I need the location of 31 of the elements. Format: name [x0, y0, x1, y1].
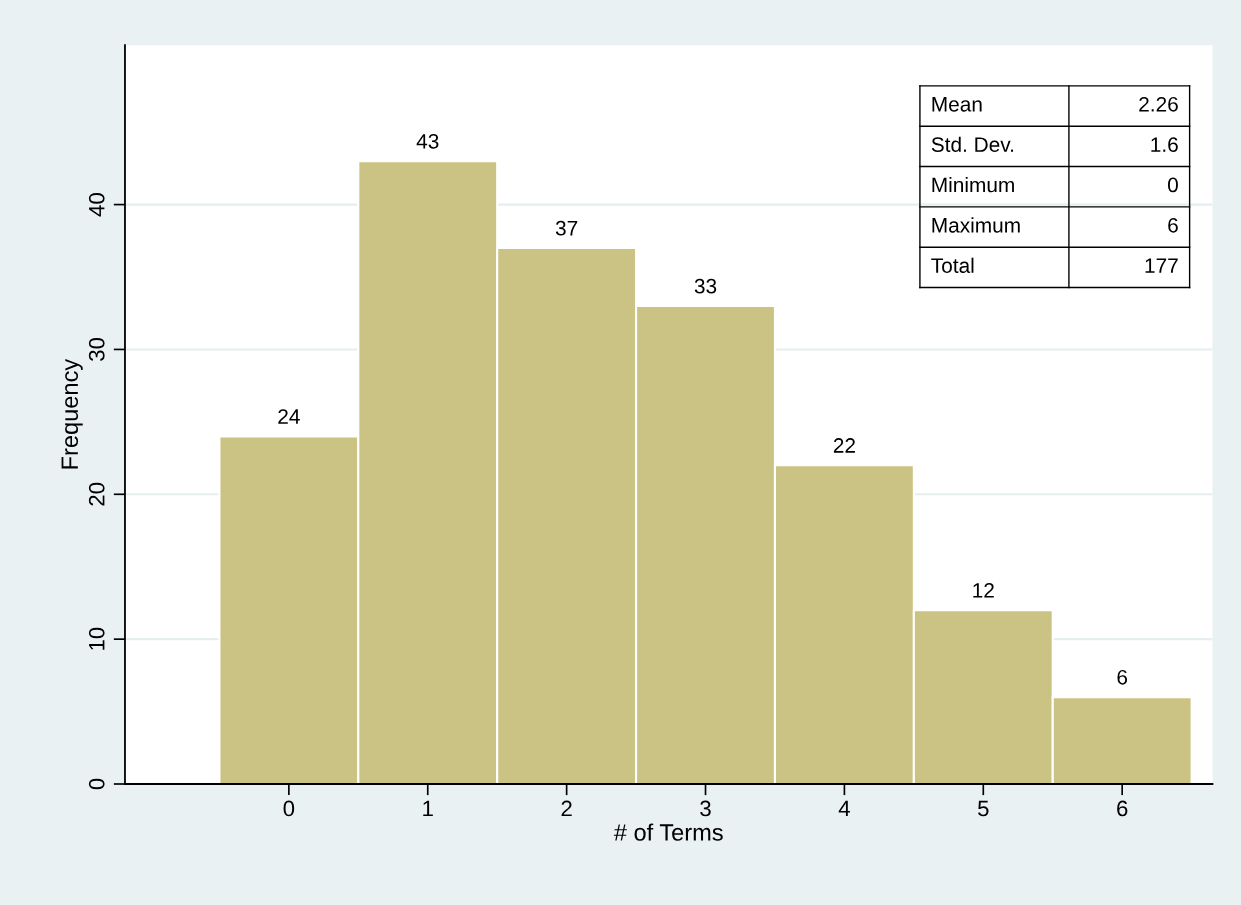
- data-label: 24: [278, 409, 300, 424]
- y-tick-label: 40: [88, 193, 105, 217]
- y-tick-label: 0: [88, 778, 105, 790]
- x-tick-label: 6: [1117, 800, 1128, 817]
- data-label: 6: [1117, 669, 1128, 685]
- annotation: Std. Dev.: [931, 136, 1014, 152]
- y-tick-label: 10: [88, 627, 105, 650]
- x-tick-label: 4: [838, 800, 850, 817]
- annotation: Total: [931, 257, 974, 273]
- annotation: 0: [1167, 177, 1178, 193]
- data-label: 43: [416, 133, 439, 149]
- data-label: 22: [833, 438, 855, 453]
- x-tick-label: 0: [283, 800, 295, 817]
- annotation: 1.6: [1151, 137, 1178, 152]
- y-tick-label: 20: [88, 482, 105, 506]
- annotation: 6: [1168, 217, 1178, 233]
- y-axis-title: Frequency: [61, 358, 83, 469]
- data-label: 33: [694, 278, 717, 294]
- annotation: Maximum: [932, 217, 1020, 233]
- data-label: 37: [555, 220, 578, 236]
- y-tick-label: 30: [88, 337, 105, 361]
- data-label: 12: [973, 582, 994, 598]
- annotation: 2.26: [1139, 96, 1178, 112]
- annotation: Mean: [932, 97, 982, 112]
- annotation: 177: [1145, 258, 1178, 273]
- x-tick-label: 1: [423, 800, 433, 817]
- annotation: Minimum: [932, 177, 1014, 193]
- x-axis-title: # of Terms: [613, 823, 723, 841]
- x-tick-label: 3: [700, 800, 711, 817]
- x-tick-label: 5: [978, 800, 989, 817]
- x-tick-label: 2: [561, 800, 572, 817]
